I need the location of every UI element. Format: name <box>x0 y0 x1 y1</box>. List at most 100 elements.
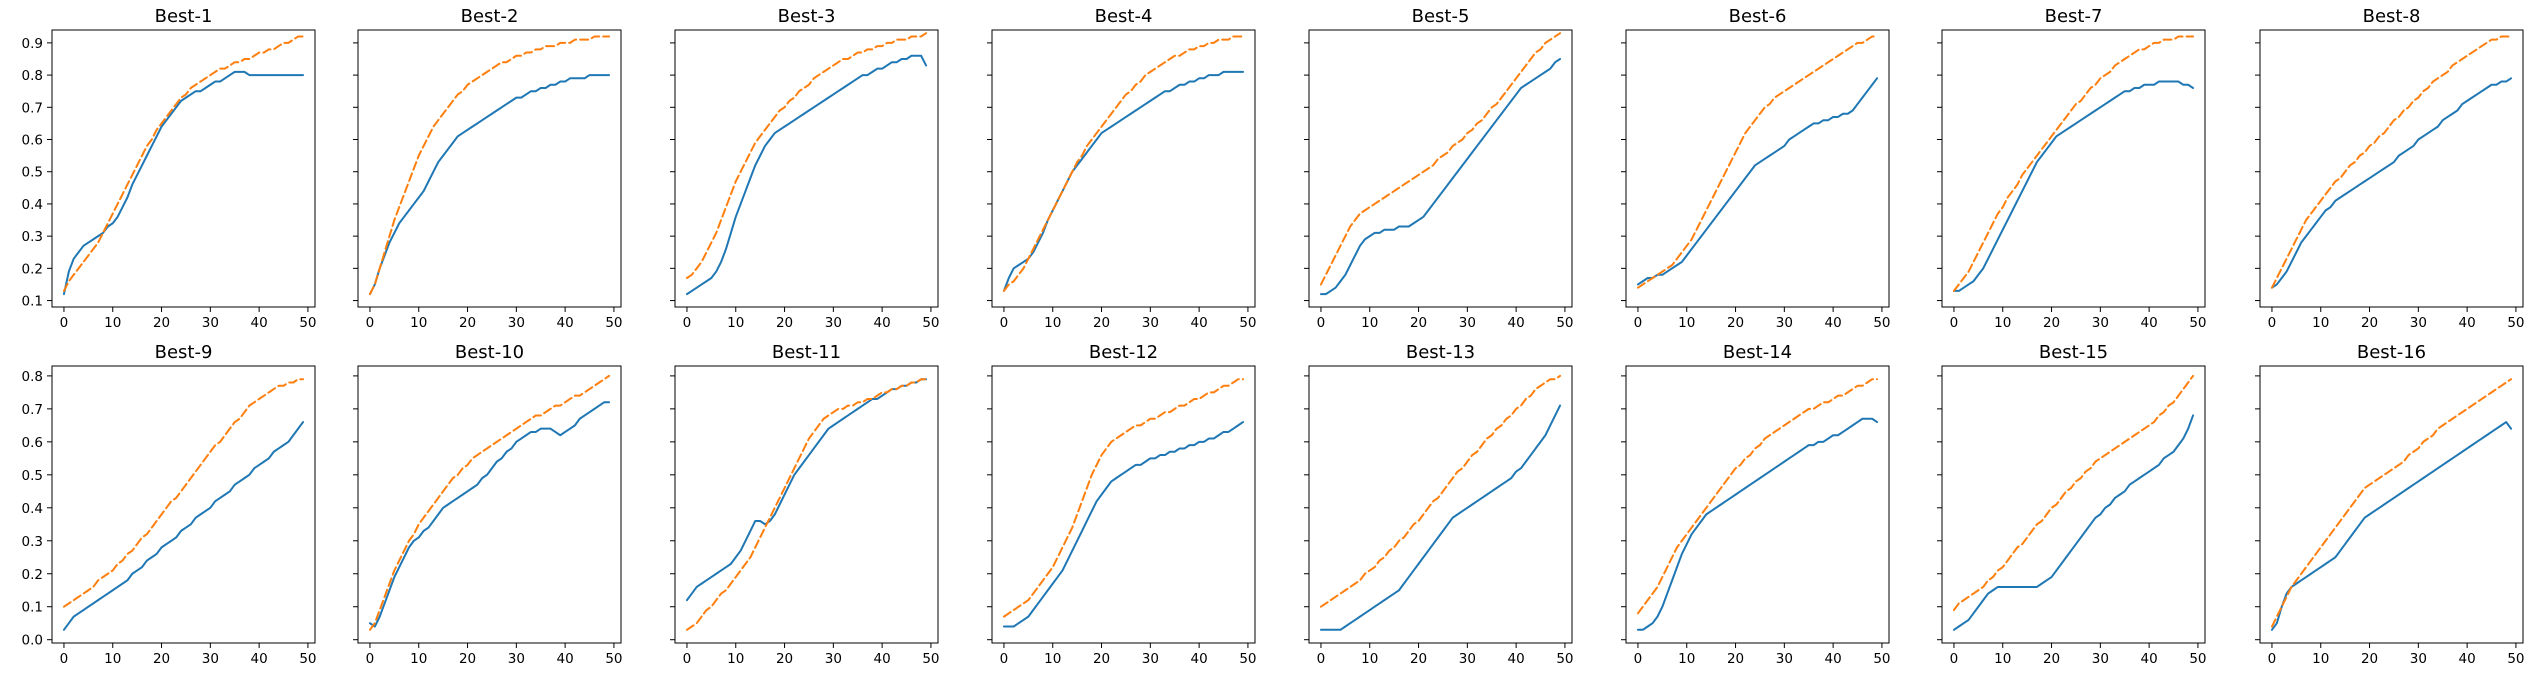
series-1-line <box>1636 77 1879 286</box>
x-tick-label: 40 <box>2141 651 2158 667</box>
x-tick-label: 10 <box>1994 315 2011 331</box>
x-tick-label: 20 <box>776 651 793 667</box>
x-tick-label: 0 <box>60 651 69 667</box>
y-tick-label: 0.3 <box>22 229 43 245</box>
subplot-13: Best-13 0 10 20 30 40 50 <box>1304 342 1574 667</box>
x-tick-label: 20 <box>2043 651 2060 667</box>
x-tick-label: 30 <box>1776 315 1793 331</box>
subplot-title: Best-11 <box>772 342 841 363</box>
series-2-line <box>62 378 305 608</box>
x-tick-label: 0 <box>1000 651 1009 667</box>
subplot-title: Best-6 <box>1729 6 1787 27</box>
subplot-title: Best-4 <box>1095 6 1153 27</box>
x-tick-label: 50 <box>2189 651 2206 667</box>
subplot-1: Best-1 0 10 20 30 40 50 0.1 0.2 0.3 0.4 0.5 0.6 0.7 0.… <box>22 6 317 331</box>
y-tick-label: 0.7 <box>22 100 43 116</box>
x-tick-label: 50 <box>2507 651 2524 667</box>
x-tick-label: 30 <box>1459 315 1476 331</box>
x-tick-label: 30 <box>2410 651 2427 667</box>
axes-frame <box>2259 365 2524 644</box>
x-tick-label: 40 <box>1508 315 1525 331</box>
axes-frame <box>674 29 939 308</box>
x-tick-label: 30 <box>825 651 842 667</box>
y-tick-label: 0.0 <box>22 633 43 649</box>
x-tick-label: 30 <box>202 315 219 331</box>
y-tick-label: 0.6 <box>22 133 43 149</box>
series-1-line <box>2270 77 2513 289</box>
subplot-5: Best-5 0 10 20 30 40 50 <box>1304 6 1574 331</box>
x-tick-label: 0 <box>60 315 69 331</box>
x-tick-label: 50 <box>1239 315 1256 331</box>
series-1-line <box>1952 80 2195 292</box>
x-tick-label: 40 <box>2141 315 2158 331</box>
x-tick-label: 0 <box>2268 651 2277 667</box>
x-tick-label: 10 <box>1678 651 1695 667</box>
x-tick-label: 10 <box>1994 651 2011 667</box>
x-tick-label: 20 <box>459 315 476 331</box>
x-tick-label: 30 <box>202 651 219 667</box>
x-tick-label: 40 <box>557 651 574 667</box>
series-1-line <box>1002 421 1245 628</box>
series-1-line <box>1002 70 1245 292</box>
x-tick-label: 30 <box>825 315 842 331</box>
x-tick-label: 30 <box>2410 315 2427 331</box>
axes-frame <box>1941 29 2206 308</box>
axes-frame <box>357 365 622 644</box>
x-tick-label: 10 <box>104 651 121 667</box>
x-tick-label: 40 <box>1825 315 1842 331</box>
x-tick-label: 30 <box>1142 651 1159 667</box>
y-tick-label: 0.7 <box>22 402 43 418</box>
axes-frame <box>674 365 939 644</box>
x-tick-label: 20 <box>1727 651 1744 667</box>
x-tick-label: 50 <box>1873 651 1890 667</box>
x-tick-label: 50 <box>605 315 622 331</box>
subplot-4: Best-4 0 10 20 30 40 50 <box>987 6 1257 331</box>
x-tick-label: 0 <box>1634 651 1643 667</box>
series-2-line <box>685 378 928 631</box>
y-tick-label: 0.5 <box>22 468 43 484</box>
axes-frame <box>1308 29 1573 308</box>
subplot-12: Best-12 0 10 20 30 40 50 <box>987 342 1257 667</box>
x-tick-label: 20 <box>1093 651 1110 667</box>
x-tick-label: 50 <box>299 651 316 667</box>
x-tick-label: 50 <box>922 651 939 667</box>
series-2-line <box>1002 378 1245 618</box>
subplot-16: Best-16 0 10 20 30 40 50 <box>2255 342 2525 667</box>
series-1-line <box>1636 417 1879 631</box>
x-tick-label: 0 <box>1950 651 1959 667</box>
x-tick-label: 10 <box>727 315 744 331</box>
x-tick-label: 10 <box>727 651 744 667</box>
series-1-line <box>685 54 928 296</box>
subplot-title: Best-8 <box>2363 6 2421 27</box>
subplot-3: Best-3 0 10 20 30 40 50 <box>670 6 940 331</box>
x-tick-label: 10 <box>1361 315 1378 331</box>
subplot-15: Best-15 0 10 20 30 40 50 <box>1937 342 2207 667</box>
x-tick-label: 30 <box>508 651 525 667</box>
series-1-line <box>685 378 928 602</box>
series-2-line <box>1002 35 1245 292</box>
subplot-title: Best-7 <box>2045 6 2103 27</box>
axes-frame <box>1308 365 1573 644</box>
x-tick-label: 10 <box>1044 315 1061 331</box>
subplot-title: Best-16 <box>2357 342 2426 363</box>
subplot-title: Best-12 <box>1089 342 1158 363</box>
x-tick-label: 20 <box>153 315 170 331</box>
x-tick-label: 40 <box>2459 651 2476 667</box>
y-tick-label: 0.4 <box>22 197 43 213</box>
series-1-line <box>1319 404 1562 631</box>
y-tick-label: 0.2 <box>22 567 43 583</box>
x-tick-label: 0 <box>1634 315 1643 331</box>
series-2-line <box>1319 374 1562 608</box>
subplot-2: Best-2 0 10 20 30 40 50 <box>353 6 623 331</box>
x-tick-label: 50 <box>2189 315 2206 331</box>
x-tick-label: 40 <box>874 315 891 331</box>
x-tick-label: 50 <box>1556 651 1573 667</box>
subplot-10: Best-10 0 10 20 30 40 50 <box>353 342 623 667</box>
y-tick-label: 0.6 <box>22 435 43 451</box>
series-2-line <box>1952 35 2195 292</box>
axes-frame <box>51 29 316 308</box>
series-1-line <box>1319 57 1562 296</box>
axes-frame <box>2259 29 2524 308</box>
x-tick-label: 10 <box>104 315 121 331</box>
series-1-line <box>2270 421 2513 631</box>
